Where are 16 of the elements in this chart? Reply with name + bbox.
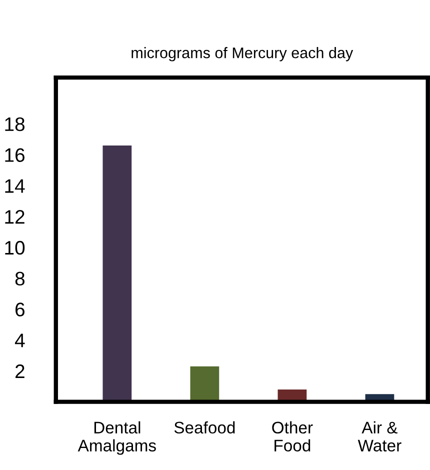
y-tick-label: 6 bbox=[16, 302, 24, 316]
bar bbox=[102, 146, 132, 402]
x-tick-label: Seafood bbox=[174, 421, 235, 434]
y-tick-label: 8 bbox=[15, 272, 24, 286]
x-tick-label: Dental Amalgams bbox=[78, 421, 156, 455]
bar bbox=[190, 366, 220, 402]
y-tick-label: 16 bbox=[5, 148, 24, 162]
y-tick-label: 2 bbox=[16, 364, 24, 378]
y-tick-label: 10 bbox=[5, 240, 25, 255]
y-tick-label: 18 bbox=[5, 117, 24, 132]
y-tick-label: 14 bbox=[5, 179, 25, 193]
x-tick-label: Other Food bbox=[272, 421, 313, 452]
y-tick-label: 4 bbox=[14, 334, 25, 348]
y-tick-label: 12 bbox=[5, 210, 24, 224]
x-tick-label: Air & Water bbox=[358, 421, 402, 452]
chart-title: micrograms of Mercury each day bbox=[132, 47, 354, 62]
